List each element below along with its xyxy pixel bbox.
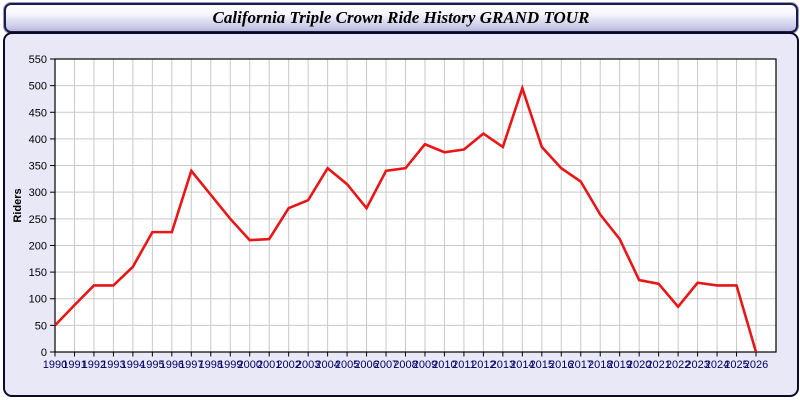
x-tick-label: 1991 [62,359,86,371]
x-tick-label: 2010 [432,359,456,371]
x-tick-label: 2009 [413,359,437,371]
x-tick-label: 2002 [276,359,300,371]
chart-title: California Triple Crown Ride History GRA… [212,8,590,27]
x-tick-label: 2013 [491,359,515,371]
x-tick-label: 2006 [354,359,378,371]
y-tick-label: 350 [29,161,47,173]
x-tick-label: 2014 [510,359,534,371]
y-tick-label: 300 [29,187,47,199]
x-tick-label: 2005 [335,359,359,371]
y-tick-label: 550 [29,54,47,66]
x-tick-label: 2001 [257,359,281,371]
x-tick-label: 2023 [685,359,709,371]
y-tick-label: 100 [29,294,47,306]
x-tick-label: 2016 [549,359,573,371]
y-tick-label: 400 [29,134,47,146]
axis-ticks [50,58,757,357]
x-tick-label: 2004 [315,359,339,371]
x-tick-label: 2017 [569,359,593,371]
x-tick-label: 2011 [452,359,476,371]
chart-title-bar: California Triple Crown Ride History GRA… [4,3,798,33]
riders-series-line [54,84,758,353]
y-tick-label: 50 [35,320,47,332]
y-tick-label: 200 [29,240,47,252]
x-tick-label: 2003 [296,359,320,371]
plot-border [54,58,777,353]
x-tick-labels: 1990199119921993199419951996199719981999… [43,359,768,371]
x-gridlines [73,59,757,352]
y-tick-label: 500 [29,81,47,93]
x-tick-label: 2015 [530,359,554,371]
x-tick-label: 2020 [627,359,651,371]
x-tick-label: 1999 [218,359,242,371]
x-tick-label: 2000 [237,359,261,371]
x-tick-label: 1992 [82,359,106,371]
x-tick-label: 1996 [160,359,184,371]
x-tick-label: 1990 [43,359,67,371]
x-tick-label: 2021 [646,359,670,371]
x-tick-label: 2012 [471,359,495,371]
x-tick-label: 1994 [121,359,145,371]
x-tick-label: 2019 [607,359,631,371]
x-tick-label: 1998 [199,359,223,371]
y-tick-label: 150 [29,267,47,279]
y-axis-title: Riders [12,188,24,222]
x-tick-label: 2008 [393,359,417,371]
x-tick-label: 2025 [724,359,748,371]
x-tick-label: 2026 [744,359,768,371]
x-tick-label: 2007 [374,359,398,371]
y-tick-labels: 0 50 100 150 200 250 300 350 400 450 500 550 [29,54,47,359]
y-tick-label: 0 [41,347,47,359]
x-tick-label: 2018 [588,359,612,371]
y-tick-label: 250 [29,214,47,226]
plot-area [55,59,776,352]
x-tick-label: 2024 [705,359,729,371]
x-tick-label: 2022 [666,359,690,371]
x-tick-label: 1995 [140,359,164,371]
x-tick-label: 1997 [179,359,203,371]
y-tick-label: 450 [29,107,47,119]
x-tick-label: 1993 [101,359,125,371]
